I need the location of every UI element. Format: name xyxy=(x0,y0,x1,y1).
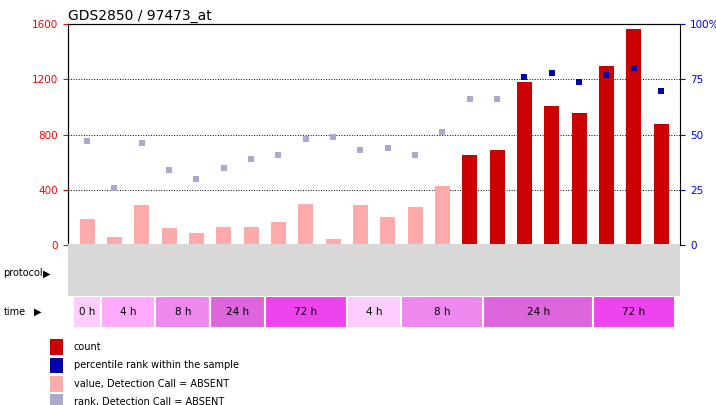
Text: ▶: ▶ xyxy=(34,307,41,317)
Point xyxy=(628,65,639,72)
Bar xyxy=(107,237,122,245)
Point xyxy=(437,129,448,136)
Bar xyxy=(571,113,586,245)
Text: value, Detection Call = ABSENT: value, Detection Call = ABSENT xyxy=(74,379,229,389)
Point xyxy=(190,176,202,182)
Bar xyxy=(243,227,258,245)
Text: ▶: ▶ xyxy=(43,269,50,278)
Point xyxy=(327,134,339,140)
Bar xyxy=(654,124,669,245)
Bar xyxy=(517,81,532,245)
Text: 8 h: 8 h xyxy=(434,307,450,317)
Bar xyxy=(74,257,347,290)
Point xyxy=(655,87,667,94)
Text: count: count xyxy=(74,342,102,352)
Text: GDS2850 / 97473_at: GDS2850 / 97473_at xyxy=(68,9,212,23)
Bar xyxy=(50,339,63,355)
Bar xyxy=(50,376,63,392)
Bar xyxy=(483,296,593,328)
Text: time: time xyxy=(4,307,26,317)
Text: 4 h: 4 h xyxy=(120,307,136,317)
Point xyxy=(601,72,612,78)
Bar xyxy=(347,296,402,328)
Bar xyxy=(599,66,614,245)
Bar xyxy=(210,296,265,328)
Bar xyxy=(265,296,347,328)
Text: 24 h: 24 h xyxy=(526,307,550,317)
Bar xyxy=(79,219,95,245)
Bar xyxy=(347,257,674,290)
Bar xyxy=(463,156,478,245)
Text: percentile rank within the sample: percentile rank within the sample xyxy=(74,360,238,370)
Text: 8 h: 8 h xyxy=(175,307,191,317)
Bar xyxy=(50,394,63,405)
Point xyxy=(82,138,93,145)
Point xyxy=(354,147,366,153)
Bar xyxy=(380,217,395,245)
Bar xyxy=(74,296,101,328)
Text: 72 h: 72 h xyxy=(622,307,645,317)
Bar xyxy=(271,222,286,245)
Text: 0 h: 0 h xyxy=(79,307,95,317)
Point xyxy=(109,184,120,191)
Bar xyxy=(299,204,314,245)
Bar xyxy=(216,227,231,245)
Point xyxy=(410,151,421,158)
Bar xyxy=(407,207,422,245)
Point xyxy=(546,70,558,76)
Text: protocol: protocol xyxy=(4,269,43,278)
Point xyxy=(491,96,503,102)
Bar xyxy=(326,239,341,245)
Point xyxy=(300,136,311,142)
Point xyxy=(136,140,147,147)
Point xyxy=(246,156,257,162)
Point xyxy=(464,96,475,102)
Text: sham: sham xyxy=(195,269,224,278)
Point xyxy=(518,74,530,81)
Bar xyxy=(626,29,642,245)
Text: 4 h: 4 h xyxy=(366,307,382,317)
Bar xyxy=(162,228,177,245)
Point xyxy=(163,167,175,173)
Bar xyxy=(50,358,63,373)
Point xyxy=(273,151,284,158)
Text: 24 h: 24 h xyxy=(226,307,249,317)
Bar xyxy=(135,205,150,245)
Text: lateral controlled cortical impact injury: lateral controlled cortical impact injur… xyxy=(409,269,612,278)
Bar xyxy=(353,205,368,245)
Bar xyxy=(155,296,210,328)
Bar xyxy=(490,150,505,245)
Text: 72 h: 72 h xyxy=(294,307,317,317)
Point xyxy=(574,79,585,85)
Text: rank, Detection Call = ABSENT: rank, Detection Call = ABSENT xyxy=(74,397,224,405)
Bar xyxy=(101,296,155,328)
Point xyxy=(218,164,230,171)
Bar xyxy=(435,186,450,245)
Bar xyxy=(402,296,483,328)
Bar xyxy=(544,106,559,245)
Bar xyxy=(593,296,674,328)
Bar xyxy=(189,233,204,245)
Point xyxy=(382,145,394,151)
